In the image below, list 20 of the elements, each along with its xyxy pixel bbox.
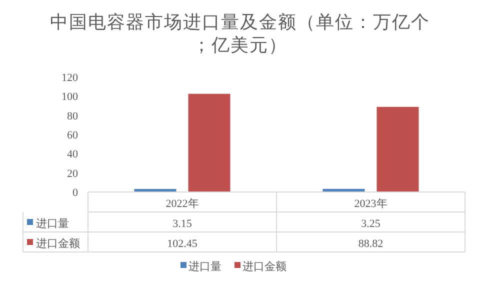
data-label: 3.15 <box>172 218 192 230</box>
legend-label: 进口量 <box>188 260 222 273</box>
x-tick-label: 2023年 <box>354 198 388 210</box>
y-tick-label: 100 <box>62 91 78 104</box>
y-tick-label: 60 <box>67 130 78 142</box>
bar <box>376 106 419 192</box>
y-tick-label: 40 <box>67 148 78 161</box>
x-tick-label: 2022年 <box>166 198 199 210</box>
y-tick-label: 20 <box>67 168 78 180</box>
data-label: 88.82 <box>358 238 384 250</box>
legend-label: 进口金额 <box>242 260 286 273</box>
data-label: 3.25 <box>361 218 381 230</box>
text: 进口量 <box>36 218 69 230</box>
y-tick-label: 0 <box>72 187 78 199</box>
title: 中国电容器市场进口量及金额（单位：万亿个；亿美元） <box>50 12 430 55</box>
text: 进口金额 <box>36 238 80 250</box>
bar <box>188 94 230 192</box>
y-tick-label: 120 <box>62 72 78 84</box>
y-tick-label: 80 <box>67 110 78 122</box>
data-label: 102.45 <box>167 238 198 250</box>
